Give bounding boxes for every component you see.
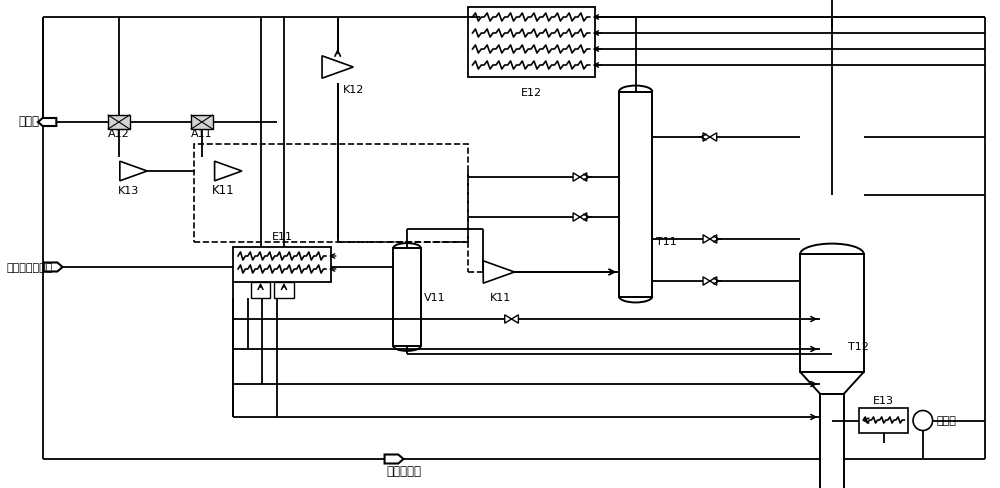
Polygon shape (573, 213, 580, 222)
Bar (393, 248, 421, 346)
Polygon shape (710, 134, 717, 142)
Bar (191, 116, 213, 130)
Text: K11: K11 (490, 292, 511, 303)
Text: T12: T12 (848, 341, 868, 351)
Polygon shape (703, 134, 710, 142)
Polygon shape (512, 315, 518, 324)
Polygon shape (710, 235, 717, 244)
Polygon shape (573, 173, 580, 182)
Polygon shape (483, 261, 514, 284)
Polygon shape (580, 213, 587, 222)
Polygon shape (580, 173, 587, 182)
Text: K13: K13 (118, 185, 139, 196)
Polygon shape (800, 372, 864, 394)
Polygon shape (215, 162, 242, 182)
Bar (108, 116, 130, 130)
Polygon shape (710, 277, 717, 285)
Text: 外输气: 外输气 (19, 115, 40, 128)
Bar (251, 283, 270, 298)
Polygon shape (505, 315, 512, 324)
Text: E11: E11 (271, 231, 292, 242)
Text: E12: E12 (521, 88, 542, 98)
Bar (619, 92, 652, 297)
Polygon shape (385, 454, 404, 464)
Circle shape (913, 411, 933, 430)
Text: 脱水后的原料气: 脱水后的原料气 (6, 263, 52, 272)
Text: V11: V11 (424, 292, 445, 303)
Bar (820, 394, 844, 488)
Text: T11: T11 (656, 237, 677, 246)
Bar (468, 8, 595, 78)
Text: 去脱乙烷塔: 去脱乙烷塔 (387, 464, 422, 477)
Text: A12: A12 (108, 129, 130, 139)
Polygon shape (120, 162, 147, 182)
Polygon shape (38, 119, 56, 127)
Polygon shape (703, 235, 710, 244)
Bar (194, 145, 468, 243)
Polygon shape (44, 263, 63, 272)
Polygon shape (703, 277, 710, 285)
Text: A11: A11 (191, 129, 213, 139)
Text: K12: K12 (343, 85, 364, 95)
Polygon shape (322, 57, 353, 79)
Bar (800, 254, 864, 372)
Bar (233, 247, 331, 283)
Text: E13: E13 (873, 395, 894, 405)
Bar (859, 408, 908, 433)
Text: K11: K11 (212, 183, 235, 197)
Bar (274, 283, 294, 298)
Text: 导热油: 导热油 (937, 416, 956, 426)
